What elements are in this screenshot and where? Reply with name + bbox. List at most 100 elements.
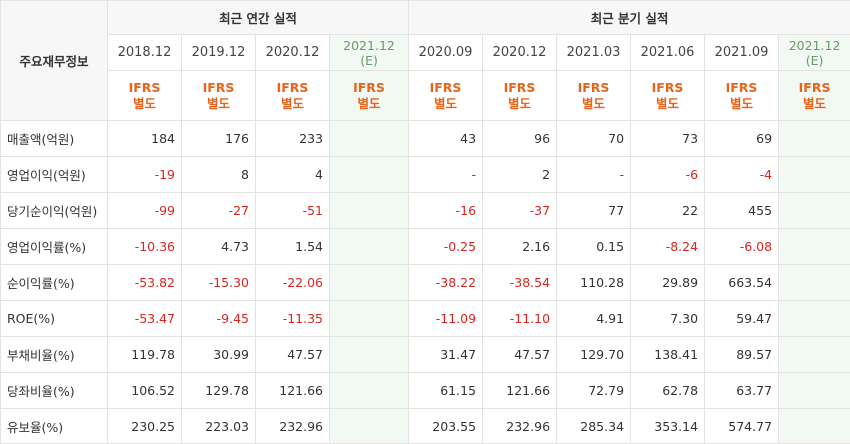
value-cell: 72.79 <box>557 373 631 409</box>
value-cell: -51 <box>256 193 330 229</box>
period-header: 2021.03 <box>557 35 631 71</box>
metric-label: 매출액(억원) <box>1 121 108 157</box>
value-cell <box>779 373 850 409</box>
value-cell <box>779 229 850 265</box>
metric-label: ROE(%) <box>1 301 108 337</box>
header-group-row: 주요재무정보 최근 연간 실적 최근 분기 실적 <box>1 1 850 35</box>
separate-label: 별도 <box>358 96 381 111</box>
value-cell: 7.30 <box>631 301 705 337</box>
value-cell: 89.57 <box>705 337 779 373</box>
value-cell <box>330 229 409 265</box>
value-cell: -4 <box>705 157 779 193</box>
ifrs-label: IFRS <box>652 80 684 95</box>
value-cell: -10.36 <box>108 229 182 265</box>
value-cell: 8 <box>182 157 256 193</box>
period-label: 2020.12 <box>266 45 320 60</box>
separate-label: 별도 <box>508 96 531 111</box>
value-cell: 2 <box>483 157 557 193</box>
value-cell: 184 <box>108 121 182 157</box>
value-cell: 47.57 <box>256 337 330 373</box>
separate-label: 별도 <box>730 96 753 111</box>
value-cell <box>330 121 409 157</box>
value-cell: -99 <box>108 193 182 229</box>
value-cell: 69 <box>705 121 779 157</box>
value-cell: -53.82 <box>108 265 182 301</box>
period-header: 2020.09 <box>409 35 483 71</box>
value-cell: 230.25 <box>108 409 182 444</box>
value-cell: 121.66 <box>483 373 557 409</box>
value-cell: 63.77 <box>705 373 779 409</box>
value-cell: -37 <box>483 193 557 229</box>
metric-label: 영업이익(억원) <box>1 157 108 193</box>
value-cell: -11.09 <box>409 301 483 337</box>
value-cell <box>779 301 850 337</box>
value-cell <box>779 265 850 301</box>
value-cell: -8.24 <box>631 229 705 265</box>
estimate-mark: (E) <box>360 53 378 68</box>
value-cell: -11.35 <box>256 301 330 337</box>
value-cell <box>779 337 850 373</box>
annual-results-header: 최근 연간 실적 <box>108 1 409 35</box>
value-cell: 96 <box>483 121 557 157</box>
ifrs-label: IFRS <box>277 80 309 95</box>
value-cell <box>330 301 409 337</box>
value-cell: 2.16 <box>483 229 557 265</box>
value-cell: 22 <box>631 193 705 229</box>
value-cell: 61.15 <box>409 373 483 409</box>
value-cell: -38.54 <box>483 265 557 301</box>
value-cell: 233 <box>256 121 330 157</box>
value-cell: 4.73 <box>182 229 256 265</box>
value-cell: 138.41 <box>631 337 705 373</box>
value-cell <box>330 337 409 373</box>
value-cell: 663.54 <box>705 265 779 301</box>
value-cell: -15.30 <box>182 265 256 301</box>
period-header: 2021.09 <box>705 35 779 71</box>
estimate-mark: (E) <box>806 53 824 68</box>
value-cell: -53.47 <box>108 301 182 337</box>
period-label: 2021.12 <box>789 38 841 53</box>
value-cell: 574.77 <box>705 409 779 444</box>
period-label: 2021.03 <box>567 45 621 60</box>
separate-label: 별도 <box>434 96 457 111</box>
value-cell: 4.91 <box>557 301 631 337</box>
value-cell: 4 <box>256 157 330 193</box>
value-cell <box>330 193 409 229</box>
ifrs-label: IFRS <box>129 80 161 95</box>
value-cell: 73 <box>631 121 705 157</box>
value-cell: 285.34 <box>557 409 631 444</box>
ifrs-label: IFRS <box>799 80 831 95</box>
value-cell: 129.70 <box>557 337 631 373</box>
value-cell: -38.22 <box>409 265 483 301</box>
value-cell: - <box>409 157 483 193</box>
value-cell: - <box>557 157 631 193</box>
value-cell: 232.96 <box>483 409 557 444</box>
separate-label: 별도 <box>207 96 230 111</box>
value-cell: 59.47 <box>705 301 779 337</box>
period-label: 2020.12 <box>493 45 547 60</box>
ifrs-label: IFRS <box>203 80 235 95</box>
period-label: 2019.12 <box>192 45 246 60</box>
metric-label: 부채비율(%) <box>1 337 108 373</box>
separate-label: 별도 <box>803 96 826 111</box>
period-header: 2018.12 <box>108 35 182 71</box>
value-cell: 106.52 <box>108 373 182 409</box>
metric-label: 당기순이익(억원) <box>1 193 108 229</box>
separate-label: 별도 <box>133 96 156 111</box>
separate-label: 별도 <box>582 96 605 111</box>
value-cell: -6 <box>631 157 705 193</box>
